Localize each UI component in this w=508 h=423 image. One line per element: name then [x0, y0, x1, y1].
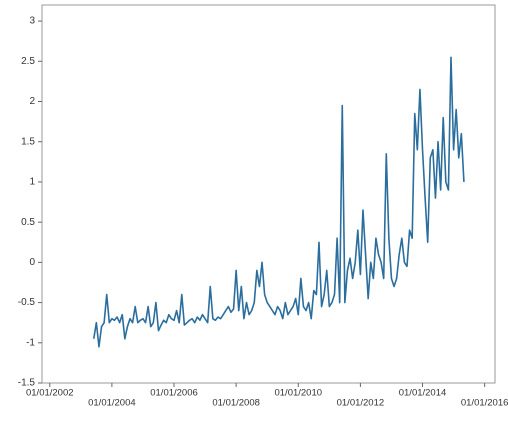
y-tick-label: 0.5 — [21, 217, 35, 228]
y-tick-label: -0.5 — [18, 297, 36, 308]
y-tick-label: 0 — [29, 257, 35, 268]
y-tick-label: 1 — [29, 177, 35, 188]
y-tick-label: -1.5 — [18, 378, 36, 389]
x-tick-label: 01/01/2008 — [212, 398, 260, 409]
x-tick-label: 01/01/2014 — [399, 388, 447, 399]
y-tick-label: 2.5 — [21, 56, 35, 67]
x-tick-label: 01/01/2010 — [274, 388, 322, 399]
line-series — [92, 56, 465, 348]
y-tick-label: 2 — [29, 96, 35, 107]
y-tick-label: 1.5 — [21, 136, 35, 147]
y-tick-label: -1 — [26, 337, 35, 348]
y-tick-label: 3 — [29, 16, 35, 27]
x-tick-label: 01/01/2006 — [150, 388, 198, 399]
x-tick-label: 01/01/2012 — [337, 398, 385, 409]
plot-frame — [41, 4, 496, 384]
x-tick-label: 01/01/2004 — [88, 398, 136, 409]
x-tick-label: 01/01/2016 — [461, 398, 508, 409]
x-tick-label: 01/01/2002 — [26, 388, 74, 399]
